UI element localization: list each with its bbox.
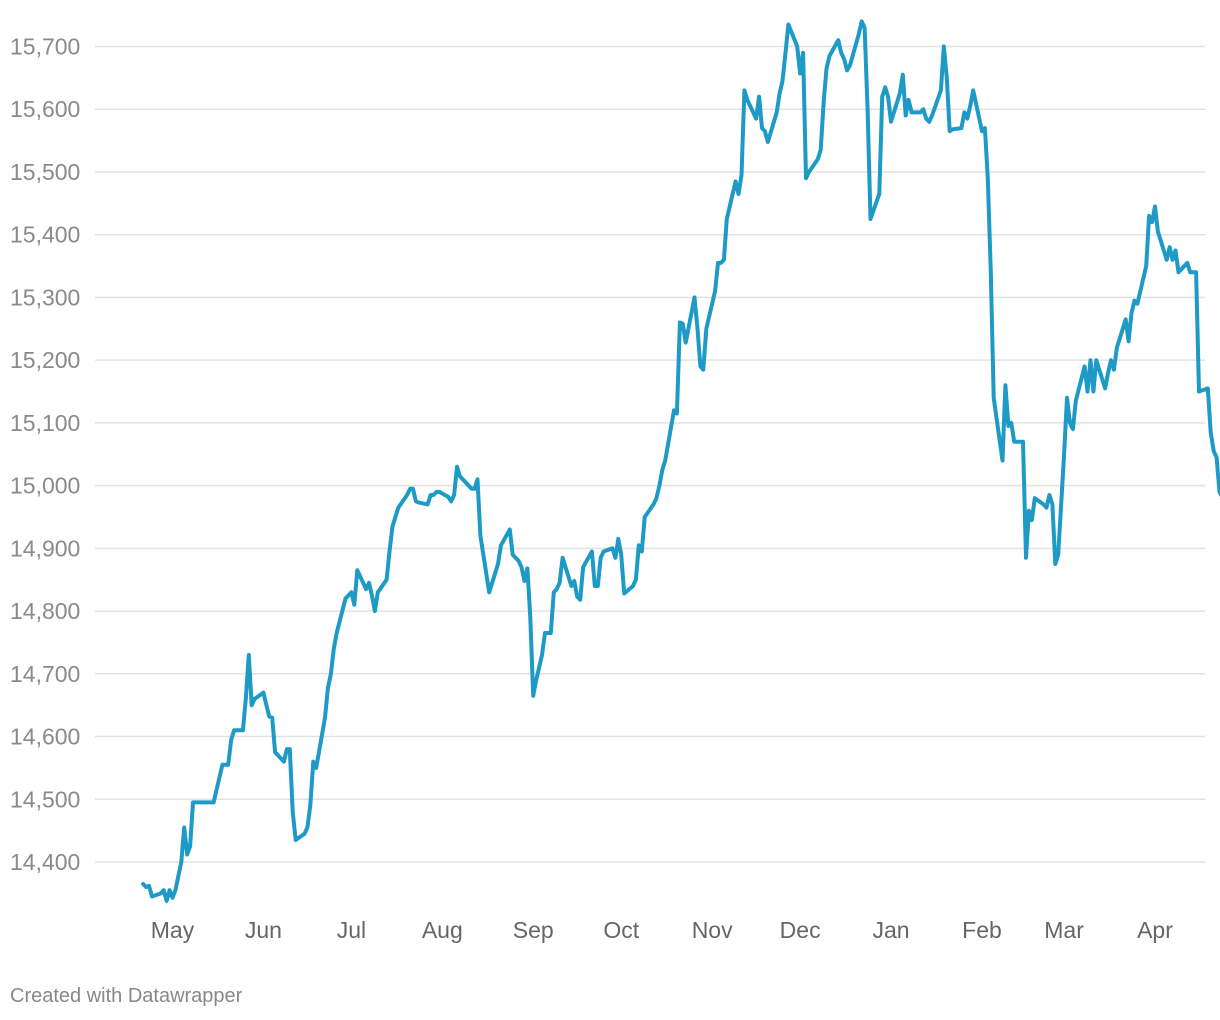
x-tick-label-oct: Oct (603, 917, 639, 943)
y-tick-label: 15,100 (10, 410, 80, 436)
credit-text: Created with Datawrapper (10, 985, 243, 1007)
y-tick-label: 15,000 (10, 473, 80, 499)
y-grid-lines (95, 45, 1205, 863)
x-tick-label-aug: Aug (422, 917, 463, 943)
x-tick-label-mar: Mar (1044, 917, 1084, 943)
x-tick-label-dec: Dec (780, 917, 821, 943)
y-tick-label: 14,800 (10, 598, 80, 624)
x-tick-label-sep: Sep (513, 917, 554, 943)
x-tick-label-apr: Apr (1137, 917, 1173, 943)
series-layer (141, 19, 1220, 903)
y-tick-label: 15,300 (10, 284, 80, 310)
y-tick-label: 14,900 (10, 535, 80, 561)
y-tick-label: 15,200 (10, 347, 80, 373)
y-tick-label: 14,500 (10, 786, 80, 812)
x-tick-label-feb: Feb (962, 917, 1002, 943)
x-tick-label-jul: Jul (337, 917, 366, 943)
y-tick-label: 14,700 (10, 661, 80, 687)
x-tick-label-jan: Jan (872, 917, 909, 943)
x-tick-label-nov: Nov (692, 917, 733, 943)
y-tick-label: 14,600 (10, 724, 80, 750)
series-line (141, 19, 1220, 903)
x-tick-label-may: May (151, 917, 195, 943)
y-tick-label: 15,400 (10, 222, 80, 248)
y-axis-tick-labels: 14,400 14,500 14,600 14,700 14,800 14,900 15,0… (10, 34, 80, 876)
y-tick-label: 14,400 (10, 849, 80, 875)
x-axis-tick-labels: May Jun Jul Aug Sep Oct Nov Dec Jan Feb Mar Apr (151, 917, 1173, 943)
x-tick-label-jun: Jun (245, 917, 282, 943)
y-tick-label: 15,500 (10, 159, 80, 185)
y-tick-label: 15,600 (10, 96, 80, 122)
y-tick-label: 15,700 (10, 34, 80, 60)
